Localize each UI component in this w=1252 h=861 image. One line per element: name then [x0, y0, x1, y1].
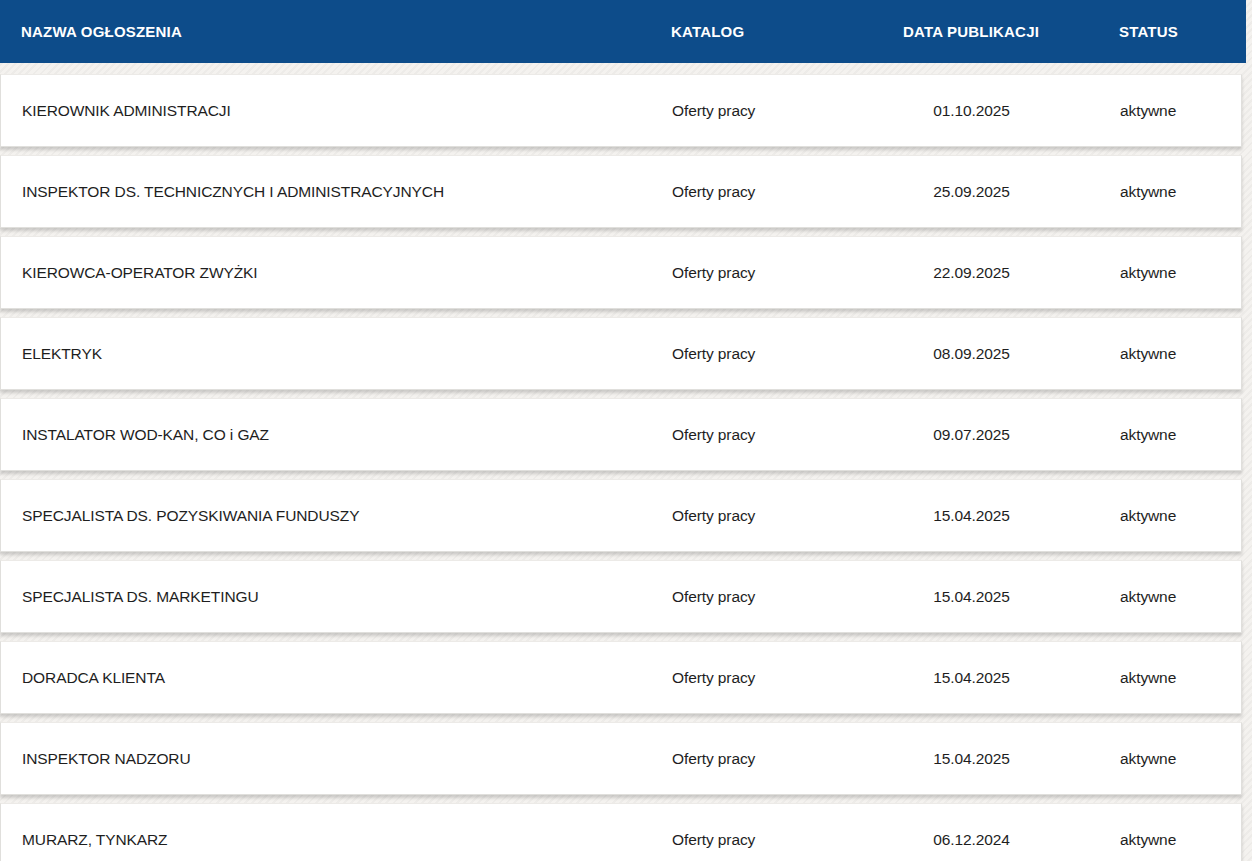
announcement-catalog: Oferty pracy	[672, 183, 904, 201]
announcement-title: ELEKTRYK	[1, 345, 672, 363]
announcement-catalog: Oferty pracy	[672, 588, 904, 606]
announcement-title: SPECJALISTA DS. POZYSKIWANIA FUNDUSZY	[1, 507, 672, 525]
table-row[interactable]: KIEROWCA-OPERATOR ZWYŻKI Oferty pracy 22…	[0, 236, 1242, 309]
table-row[interactable]: MURARZ, TYNKARZ Oferty pracy 06.12.2024 …	[0, 803, 1242, 861]
table-row[interactable]: DORADCA KLIENTA Oferty pracy 15.04.2025 …	[0, 641, 1242, 714]
announcement-title: KIEROWCA-OPERATOR ZWYŻKI	[1, 264, 672, 282]
announcement-status: aktywne	[1039, 345, 1241, 363]
announcement-title: MURARZ, TYNKARZ	[1, 831, 672, 849]
announcement-catalog: Oferty pracy	[672, 507, 904, 525]
announcement-catalog: Oferty pracy	[672, 831, 904, 849]
announcement-title: KIEROWNIK ADMINISTRACJI	[1, 102, 672, 120]
announcement-publish-date: 25.09.2025	[904, 183, 1039, 201]
announcement-status: aktywne	[1039, 507, 1241, 525]
announcement-catalog: Oferty pracy	[672, 669, 904, 687]
announcement-publish-date: 22.09.2025	[904, 264, 1039, 282]
table-row[interactable]: INSPEKTOR NADZORU Oferty pracy 15.04.202…	[0, 722, 1242, 795]
announcement-publish-date: 15.04.2025	[904, 750, 1039, 768]
announcement-status: aktywne	[1039, 264, 1241, 282]
announcement-status: aktywne	[1039, 183, 1241, 201]
table-row[interactable]: SPECJALISTA DS. MARKETINGU Oferty pracy …	[0, 560, 1242, 633]
announcement-title: INSTALATOR WOD-KAN, CO i GAZ	[1, 426, 672, 444]
announcement-catalog: Oferty pracy	[672, 750, 904, 768]
column-header-status: STATUS	[1038, 23, 1246, 40]
announcement-publish-date: 15.04.2025	[904, 669, 1039, 687]
announcement-catalog: Oferty pracy	[672, 345, 904, 363]
announcement-status: aktywne	[1039, 669, 1241, 687]
column-header-data-publikacji: DATA PUBLIKACJI	[903, 23, 1038, 40]
announcement-publish-date: 09.07.2025	[904, 426, 1039, 444]
announcement-status: aktywne	[1039, 426, 1241, 444]
announcement-catalog: Oferty pracy	[672, 102, 904, 120]
announcement-status: aktywne	[1039, 102, 1241, 120]
announcement-publish-date: 15.04.2025	[904, 588, 1039, 606]
column-header-nazwa-ogloszenia: NAZWA OGŁOSZENIA	[0, 23, 671, 40]
announcement-title: INSPEKTOR NADZORU	[1, 750, 672, 768]
announcement-publish-date: 08.09.2025	[904, 345, 1039, 363]
table-header: NAZWA OGŁOSZENIA KATALOG DATA PUBLIKACJI…	[0, 0, 1246, 63]
table-row[interactable]: ELEKTRYK Oferty pracy 08.09.2025 aktywne	[0, 317, 1242, 390]
announcement-catalog: Oferty pracy	[672, 264, 904, 282]
announcement-publish-date: 06.12.2024	[904, 831, 1039, 849]
announcement-publish-date: 15.04.2025	[904, 507, 1039, 525]
table-row[interactable]: INSTALATOR WOD-KAN, CO i GAZ Oferty prac…	[0, 398, 1242, 471]
announcement-catalog: Oferty pracy	[672, 426, 904, 444]
announcement-title: INSPEKTOR DS. TECHNICZNYCH I ADMINISTRAC…	[1, 183, 672, 201]
announcement-status: aktywne	[1039, 588, 1241, 606]
announcement-status: aktywne	[1039, 831, 1241, 849]
announcement-status: aktywne	[1039, 750, 1241, 768]
announcement-title: DORADCA KLIENTA	[1, 669, 672, 687]
table-row[interactable]: INSPEKTOR DS. TECHNICZNYCH I ADMINISTRAC…	[0, 155, 1242, 228]
table-row[interactable]: SPECJALISTA DS. POZYSKIWANIA FUNDUSZY Of…	[0, 479, 1242, 552]
announcement-publish-date: 01.10.2025	[904, 102, 1039, 120]
column-header-katalog: KATALOG	[671, 23, 903, 40]
announcements-list: KIEROWNIK ADMINISTRACJI Oferty pracy 01.…	[0, 63, 1252, 861]
announcement-title: SPECJALISTA DS. MARKETINGU	[1, 588, 672, 606]
table-row[interactable]: KIEROWNIK ADMINISTRACJI Oferty pracy 01.…	[0, 74, 1242, 147]
